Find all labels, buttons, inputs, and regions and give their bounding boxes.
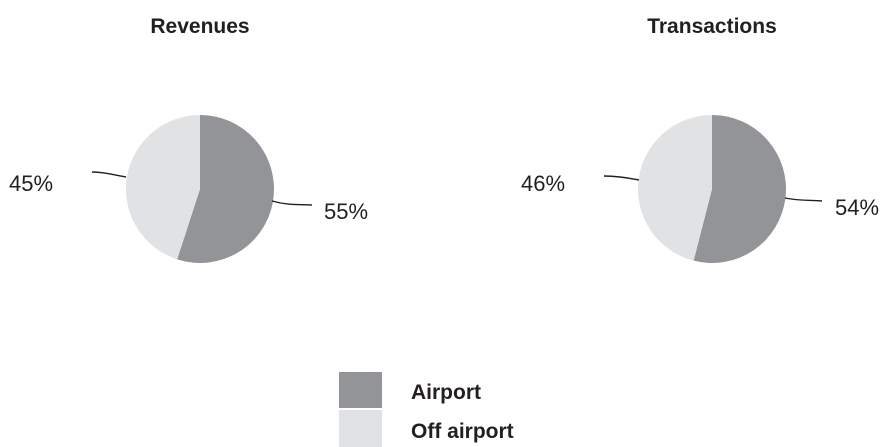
data-label-revenues-airport: 55% <box>324 199 368 224</box>
leader-line-revenues-off-airport <box>91 171 127 178</box>
pie-chart-revenues: Revenues 55% 45% <box>9 15 368 263</box>
pie-chart-transactions: Transactions 54% 46% <box>521 15 879 263</box>
legend: Airport Off airport <box>339 372 514 447</box>
chart-title-transactions: Transactions <box>647 15 777 38</box>
pie-slice-revenues-airport <box>177 115 274 263</box>
pie-slice-transactions-airport <box>693 115 786 263</box>
legend-swatch-off-airport <box>339 410 382 447</box>
legend-swatch-airport <box>339 372 382 408</box>
pie-slice-revenues-off-airport <box>125 115 200 260</box>
data-label-revenues-off-airport: 45% <box>9 171 53 196</box>
data-label-transactions-airport: 54% <box>835 195 879 220</box>
legend-label-off-airport: Off airport <box>411 420 514 443</box>
data-label-transactions-off-airport: 46% <box>521 171 565 196</box>
leader-line-revenues-airport <box>271 200 313 206</box>
leader-line-transactions-off-airport <box>603 175 640 181</box>
chart-title-revenues: Revenues <box>150 15 249 38</box>
leader-line-transactions-airport <box>784 197 823 202</box>
pie-slice-transactions-off-airport <box>637 114 712 261</box>
legend-label-airport: Airport <box>411 381 481 404</box>
